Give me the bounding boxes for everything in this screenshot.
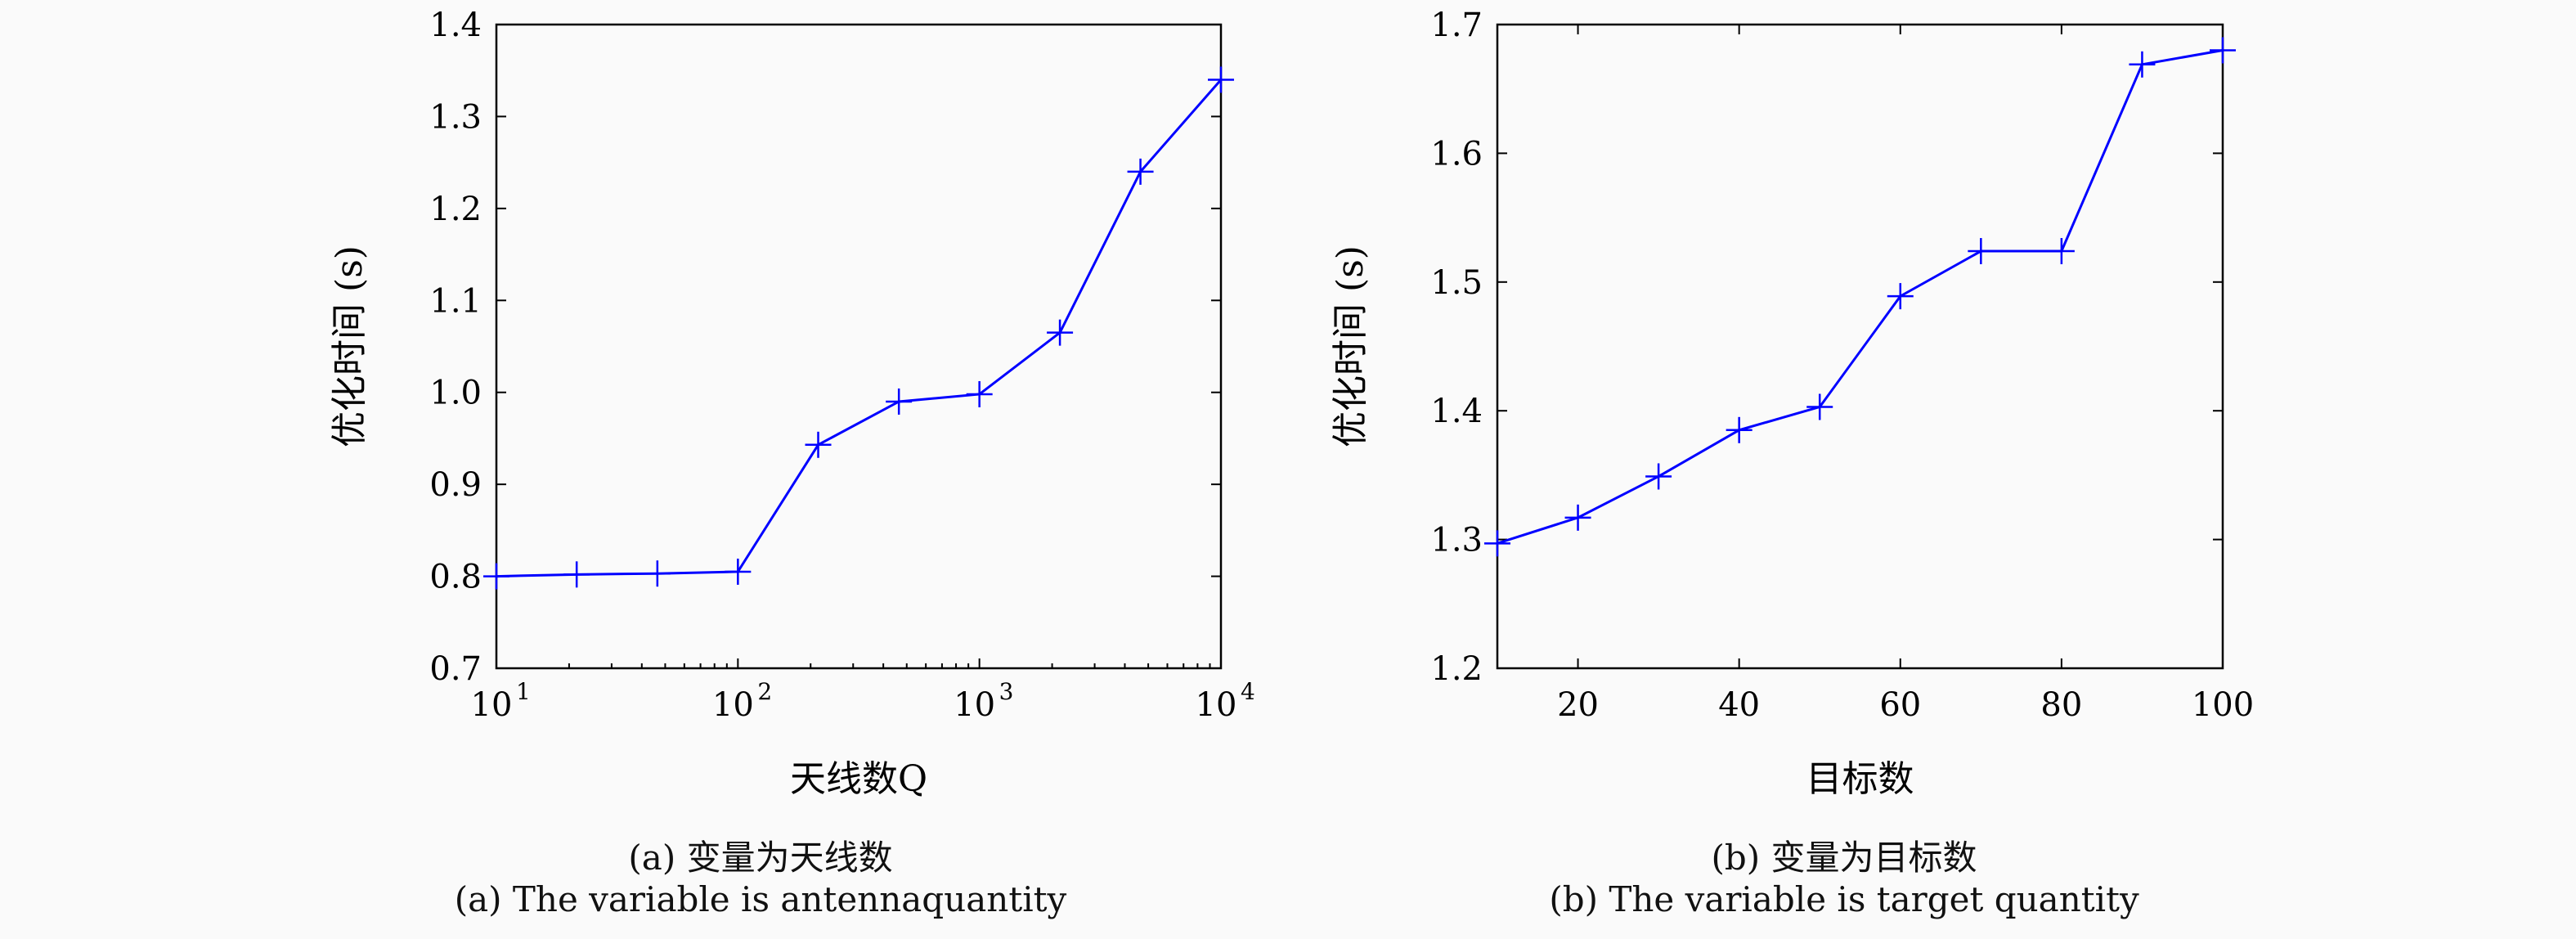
- series-line: [496, 79, 1223, 578]
- y-tick-label: 1.3: [429, 98, 482, 136]
- data-point-marker: [644, 560, 671, 587]
- y-tick-label: 1.4: [429, 7, 482, 44]
- y-tick-label: 0.8: [429, 559, 482, 596]
- data-point-marker: [1645, 463, 1672, 490]
- data-point-marker: [1047, 319, 1074, 346]
- chart-b: 1.2 1.3 1.4 1.5 1.6 1.7 20 40 60 80 100 目标数 优化时间 (s): [1330, 7, 2254, 800]
- x-tick-label: 20: [1557, 686, 1599, 724]
- y-tick-label: 1.5: [1430, 264, 1483, 302]
- x-tick-label: 40: [1718, 686, 1760, 724]
- caption-b-en: (b) The variable is target quantity: [1549, 879, 2139, 919]
- y-tick-label: 0.7: [429, 650, 482, 688]
- data-point-marker: [1806, 393, 1833, 420]
- x-axis-label: 目标数: [1806, 758, 1914, 800]
- caption-a-cn: (a) 变量为天线数: [628, 838, 893, 878]
- y-tick-label: 1.1: [429, 282, 482, 320]
- chart-a: 0.70.80.91.01.11.21.31.410 1 10 2 10 3 10 4天线数Q…: [329, 7, 1255, 800]
- data-point-marker: [966, 380, 993, 407]
- x-tick-exponent: 1: [516, 678, 531, 705]
- caption-b-cn: (b) 变量为目标数: [1711, 838, 1977, 878]
- series-line: [1497, 49, 2224, 545]
- x-axis-label: 天线数Q: [790, 758, 927, 800]
- data-point-marker: [2210, 37, 2236, 64]
- data-point-marker: [805, 431, 832, 458]
- data-point-marker: [1484, 530, 1510, 557]
- x-tick-exponent: 4: [1241, 678, 1255, 705]
- x-tick-label: 100: [2192, 686, 2254, 724]
- data-point-marker: [1564, 504, 1591, 531]
- x-tick-label: 80: [2040, 686, 2082, 724]
- y-tick-label: 1.4: [1430, 393, 1483, 430]
- caption-a-en: (a) The variable is antennaquantity: [454, 879, 1067, 919]
- data-point-marker: [1887, 283, 1914, 310]
- data-point-marker: [483, 563, 509, 590]
- y-axis-label: 优化时间 (s): [329, 245, 370, 447]
- y-tick-label: 1.3: [1430, 522, 1483, 559]
- x-tick-label: 60: [1879, 686, 1921, 724]
- x-tick-label: 10: [954, 686, 995, 724]
- y-tick-label: 1.2: [429, 191, 482, 228]
- data-point-marker: [725, 558, 752, 585]
- y-tick-label: 0.9: [429, 466, 482, 504]
- x-tick-label: 10: [471, 686, 513, 724]
- data-point-marker: [1127, 158, 1154, 185]
- data-point-marker: [563, 561, 590, 588]
- data-point-marker: [1968, 238, 1995, 265]
- x-tick-label: 10: [712, 686, 754, 724]
- data-point-marker: [886, 388, 913, 415]
- x-tick-exponent: 3: [999, 678, 1014, 705]
- y-tick-label: 1.7: [1430, 7, 1483, 44]
- plot-frame: [1496, 23, 2224, 670]
- data-point-marker: [2048, 238, 2075, 265]
- x-tick-exponent: 2: [757, 678, 772, 705]
- y-axis-label: 优化时间 (s): [1330, 245, 1371, 447]
- data-point-marker: [1208, 66, 1234, 93]
- plot-frame: [495, 23, 1223, 670]
- y-tick-label: 1.0: [429, 375, 482, 412]
- y-tick-label: 1.2: [1430, 650, 1483, 688]
- data-point-marker: [1726, 416, 1752, 443]
- y-tick-label: 1.6: [1430, 135, 1483, 173]
- data-point-marker: [2129, 51, 2156, 78]
- x-tick-label: 10: [1196, 686, 1237, 724]
